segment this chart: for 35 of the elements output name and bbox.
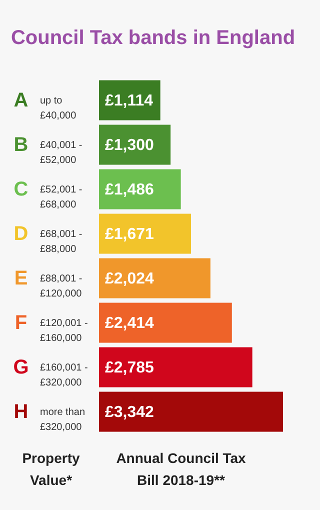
y-tick-label: E (14, 267, 28, 290)
bar (99, 347, 252, 388)
chart-title: Council Tax bands in England (10, 27, 296, 49)
bar (99, 80, 160, 120)
y-tick-label: B (14, 134, 28, 156)
data-label: £2,414 (105, 314, 154, 332)
data-label: £1,671 (105, 226, 154, 243)
data-label: £2,785 (105, 359, 154, 376)
bar (99, 214, 191, 254)
data-label: £2,024 (105, 270, 154, 288)
y-axis-title: Property Value* (22, 450, 80, 488)
y-tick-label: D (14, 222, 28, 245)
y-tick-label: F (14, 312, 28, 334)
bar (99, 302, 232, 343)
text: £120,001 - £160,000 (40, 318, 88, 344)
y-tick-label: H (14, 400, 28, 423)
text: £52,001 - £68,000 (40, 184, 82, 210)
text: up to £40,000 (40, 95, 77, 122)
text: £40,001 - £52,000 (40, 140, 82, 166)
bar (99, 169, 181, 210)
text: £68,001 - £88,000 (40, 228, 82, 255)
text: more than £320,000 (40, 406, 86, 433)
y-tick-label: C (14, 178, 28, 200)
data-label: £1,300 (105, 136, 154, 154)
x-axis-title: Annual Council Tax Bill 2018-19** (116, 450, 246, 488)
data-label: £3,342 (105, 404, 154, 421)
data-label: £1,114 (105, 92, 154, 110)
text: £88,001 - £120,000 (40, 273, 82, 300)
y-tick-label: A (14, 89, 28, 112)
text: £160,001 - £320,000 (40, 362, 88, 388)
y-tick-label: G (13, 356, 29, 378)
bar (99, 124, 171, 165)
data-label: £1,486 (105, 181, 154, 198)
bar (99, 258, 210, 298)
bar (99, 392, 283, 432)
